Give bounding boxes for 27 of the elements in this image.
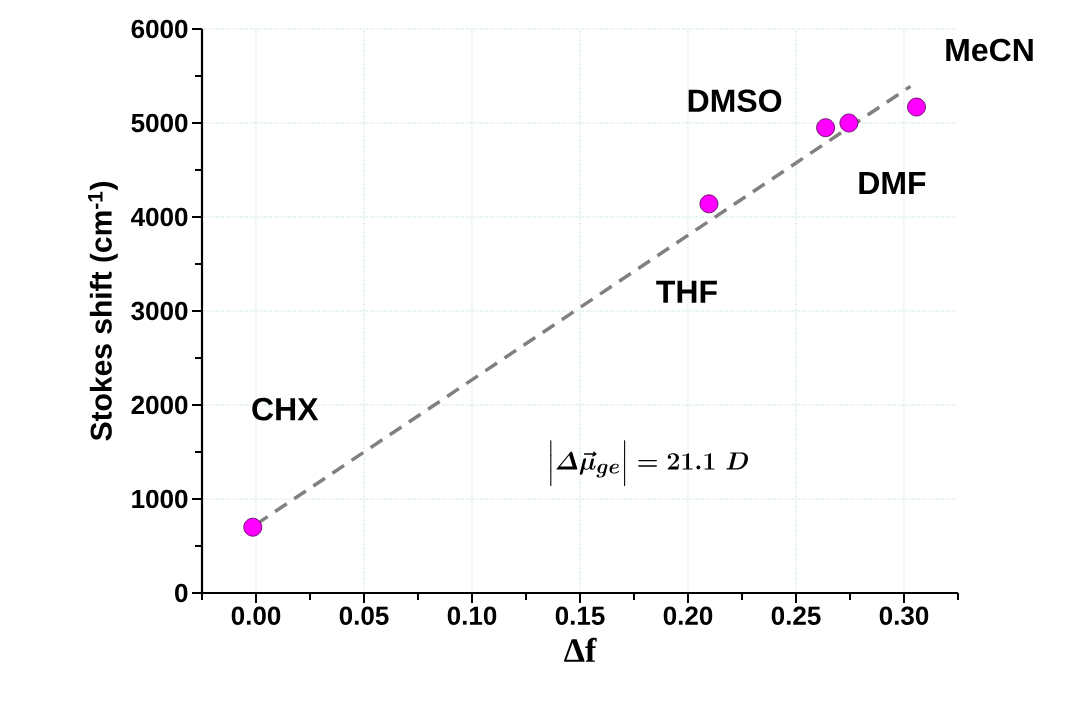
x-axis-title: Δf [564, 637, 597, 662]
y-tick-label: 2000 [131, 395, 188, 415]
point [839, 113, 859, 133]
y-tick-label: 0 [175, 583, 188, 603]
y-tick-label: 3000 [131, 301, 188, 321]
annotation: THF [656, 280, 717, 303]
point [907, 97, 926, 117]
annotation: MeCN [946, 38, 1033, 62]
y-tick-label: 4000 [131, 207, 188, 227]
y-tick-label: 5000 [131, 113, 188, 133]
x-tick-label: 0.30 [879, 606, 929, 625]
point [699, 194, 719, 214]
annotation: DMF [859, 172, 926, 194]
point [816, 118, 835, 138]
x-tick-label: 0.00 [231, 606, 281, 625]
y-tick-label: 1000 [132, 489, 188, 509]
x-tick-label: 0.10 [447, 606, 497, 625]
annotation: CHX [252, 397, 319, 421]
y-axis-title: Stokes shift (cm$^{-1}$) [88, 182, 118, 441]
x-tick-label: 0.25 [771, 606, 821, 625]
x-tick-label: 0.05 [339, 606, 389, 625]
point [243, 517, 263, 537]
annotation: DMSO [688, 89, 782, 113]
x-tick-label: 0.15 [555, 606, 605, 625]
y-tick-label: 6000 [131, 19, 188, 39]
x-tick-label: 0.20 [663, 606, 713, 625]
annotation: $\Bigl|\varDelta\vec{\mu}_{ge}\Bigr| = 21.1\ D$ [550, 440, 749, 487]
